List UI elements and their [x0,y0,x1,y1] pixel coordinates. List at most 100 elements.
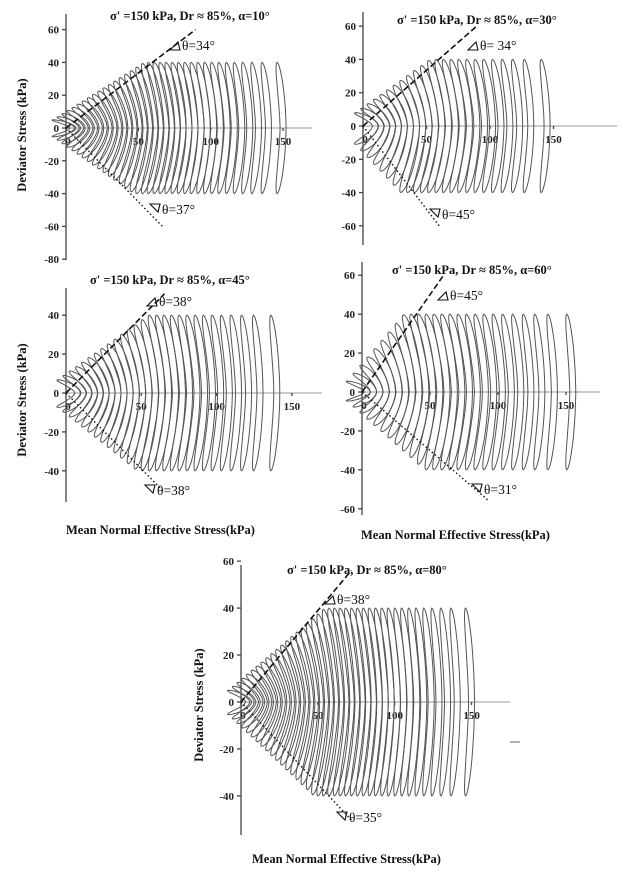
stress-path-cycle [250,61,262,195]
stress-path-cycle [422,607,435,797]
stress-path-cycle [440,313,458,471]
stress-path-cycle [71,106,95,152]
failure-envelope-line [362,25,478,127]
stress-path-cycle [379,93,403,172]
panel-title: σ' =150 kPa, Dr ≈ 85%, α=10° [110,9,270,23]
stress-path-cycle [224,61,238,195]
stress-path-cycle [290,635,311,776]
stress-path-cycle [407,607,421,797]
stress-path-cycle [196,61,211,195]
stress-path-cycle [501,313,515,471]
panel-title: σ' =150 kPa, Dr ≈ 85%, α=80° [287,563,447,577]
stress-path-cycle [393,607,408,797]
stress-path-cycle [231,685,257,720]
y-tick-label: -40 [341,188,356,200]
stress-path-cycle [416,313,437,465]
stress-path-cycle [236,681,261,725]
stress-path-cycle [401,314,423,452]
stress-path-cycle [338,607,356,797]
stress-path-cycle [373,348,397,427]
stress-path-cycle [359,364,384,414]
angle-marker [323,594,336,605]
stress-path-cycle [241,677,266,729]
stress-path-cycle [305,622,326,791]
y-tick-label: -60 [340,504,355,516]
failure-envelope-line [240,701,354,823]
stress-path-cycle [432,313,451,471]
angle-marker [466,40,479,51]
stress-path-cycle [439,607,452,797]
stress-path-cycle [332,607,351,797]
stress-path-cycle [270,653,292,757]
stress-path-cycle [86,97,110,163]
x-tick-label: 150 [275,136,292,148]
envelope-angle-label: θ=45° [442,207,475,222]
y-tick-label: 60 [345,21,357,33]
y-tick-label: 60 [223,556,235,568]
stress-path-cycle [227,689,253,716]
failure-envelope-line [65,392,165,493]
y-tick-label: -60 [341,221,356,233]
stress-path-cycle [51,119,77,138]
y-tick-label: -40 [44,189,59,201]
stress-path-cycle [119,333,140,459]
panel-title: σ' =150 kPa, Dr ≈ 85%, α=60° [392,263,552,277]
x-tick-label: 0 [65,401,71,413]
stress-path-cycle [430,607,443,797]
y-tick-label: -20 [341,154,356,166]
y-tick-label: 60 [48,25,60,37]
stress-path-cycle [473,58,489,194]
stress-path-cycle [126,328,147,465]
chart-panel-2: σ' =150 kPa, Dr ≈ 85%, α=30° 60 40 20 0 -20 -4… [341,12,617,245]
stress-path-cycle [386,607,401,797]
stress-path-cycle [366,356,390,420]
stress-path-cycle [133,323,153,470]
y-tick-label: 20 [48,90,60,102]
angle-marker [470,483,483,494]
x-tick-label: 100 [482,134,499,146]
y-tick-label: 0 [54,123,60,135]
stress-path-cycle [275,61,287,195]
stress-path-cycle [162,314,179,472]
stress-path-cycle [405,74,427,194]
stress-path-cycle [352,372,378,408]
stress-path-cycle [434,58,452,194]
stress-path-cycle [533,313,546,471]
stress-path-cycle [449,607,461,797]
stress-path-cycle [219,314,233,472]
stress-path-cycle [240,314,253,472]
x-tick-label: 150 [558,400,575,412]
x-tick-label: 50 [425,400,437,412]
stress-path-cycle [250,669,274,738]
failure-envelope-line [362,125,440,227]
stress-path-cycle [481,58,497,194]
stress-path-cycle [91,93,114,166]
stress-path-cycle [280,644,302,766]
stress-path-cycle [81,100,105,159]
stress-path-cycle [76,103,100,155]
stress-path-cycle [464,313,481,471]
angle-marker [148,203,161,214]
stress-path-cycle [202,61,218,195]
y-tick-label: 20 [344,348,356,360]
failure-envelope-line [65,293,166,394]
stress-path-cycle [245,673,270,734]
y-tick-label: -40 [340,465,355,477]
stress-path-cycle [441,58,459,194]
x-tick-label: 50 [133,136,145,148]
stress-path-cycle [349,607,367,797]
envelope-angle-label: θ=45° [450,288,483,303]
stress-path-cycle [449,58,466,194]
y-tick-label: 40 [48,310,60,322]
failure-envelope-line [65,127,163,227]
y-tick-label: 0 [351,121,357,133]
stress-path-cycle [97,90,119,170]
y-tick-label: 0 [54,388,60,400]
stress-path-cycle [300,626,321,786]
envelope-angle-label: θ=31° [484,482,517,497]
stress-path-cycle [154,314,173,472]
y-tick-label: -60 [44,221,59,233]
stress-path-cycle [229,314,243,472]
stress-path-cycle [193,314,209,472]
